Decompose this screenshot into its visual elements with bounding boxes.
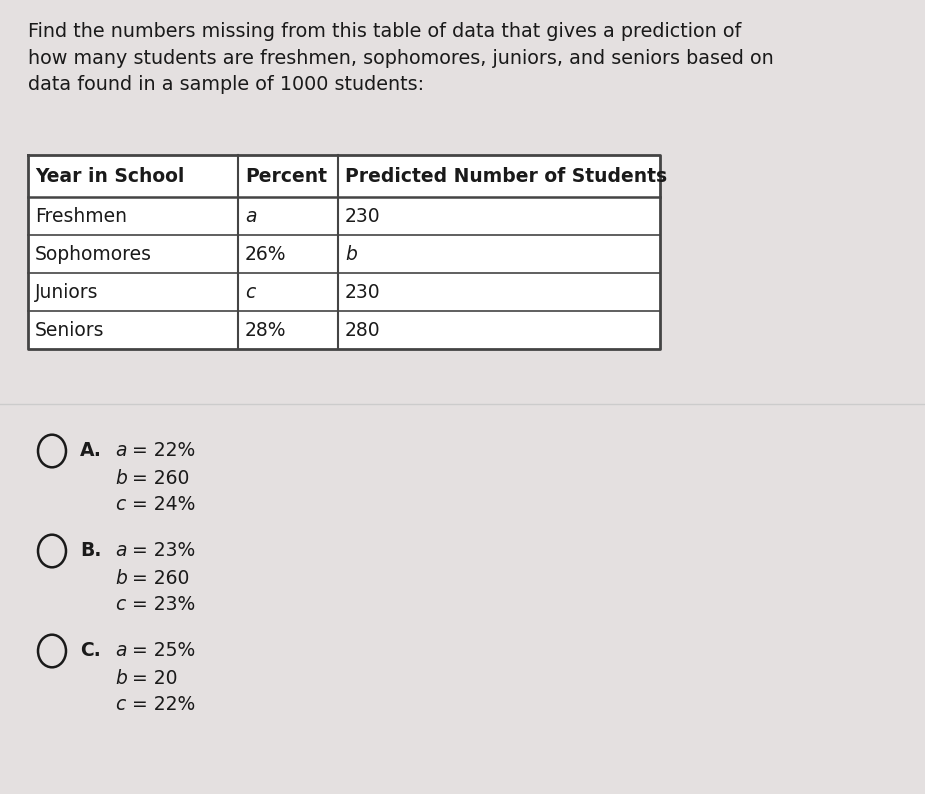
Text: c: c bbox=[115, 495, 125, 515]
Text: Sophomores: Sophomores bbox=[35, 245, 152, 264]
Text: b: b bbox=[115, 468, 127, 488]
Text: 26%: 26% bbox=[245, 245, 287, 264]
Text: = 22%: = 22% bbox=[126, 441, 195, 461]
Text: = 23%: = 23% bbox=[126, 542, 195, 561]
Text: Juniors: Juniors bbox=[35, 283, 98, 302]
Text: 280: 280 bbox=[345, 321, 380, 340]
Text: = 20: = 20 bbox=[126, 669, 178, 688]
Text: C.: C. bbox=[80, 642, 101, 661]
Text: a: a bbox=[115, 642, 127, 661]
Text: = 25%: = 25% bbox=[126, 642, 195, 661]
Text: Seniors: Seniors bbox=[35, 321, 105, 340]
Text: b: b bbox=[345, 245, 357, 264]
Text: c: c bbox=[115, 596, 125, 615]
Text: Predicted Number of Students: Predicted Number of Students bbox=[345, 167, 667, 186]
Text: = 22%: = 22% bbox=[126, 696, 195, 715]
Text: A.: A. bbox=[80, 441, 102, 461]
Text: Year in School: Year in School bbox=[35, 167, 184, 186]
Text: 230: 230 bbox=[345, 206, 380, 225]
Text: a: a bbox=[115, 542, 127, 561]
Text: b: b bbox=[115, 669, 127, 688]
Text: a: a bbox=[115, 441, 127, 461]
Text: 230: 230 bbox=[345, 283, 380, 302]
Bar bbox=[28, 155, 660, 349]
Text: a: a bbox=[245, 206, 256, 225]
Text: = 24%: = 24% bbox=[126, 495, 195, 515]
Text: = 260: = 260 bbox=[126, 468, 190, 488]
Text: = 23%: = 23% bbox=[126, 596, 195, 615]
Text: 28%: 28% bbox=[245, 321, 287, 340]
Text: Find the numbers missing from this table of data that gives a prediction of
how : Find the numbers missing from this table… bbox=[28, 22, 773, 94]
Text: c: c bbox=[115, 696, 125, 715]
Text: B.: B. bbox=[80, 542, 102, 561]
Text: b: b bbox=[115, 569, 127, 588]
Text: c: c bbox=[245, 283, 255, 302]
Text: Percent: Percent bbox=[245, 167, 327, 186]
Text: = 260: = 260 bbox=[126, 569, 190, 588]
Text: Freshmen: Freshmen bbox=[35, 206, 127, 225]
